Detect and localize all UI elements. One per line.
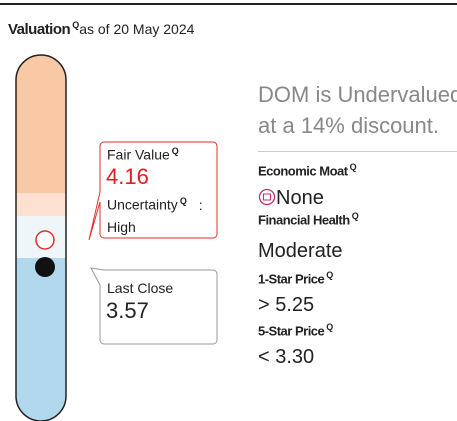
divider <box>258 151 457 152</box>
q-icon: Q <box>349 162 357 172</box>
q-icon: Q <box>72 20 80 30</box>
value: 5.25 <box>275 294 315 316</box>
callouts <box>88 141 218 345</box>
header: Valuation Qas of 20 May 2024 <box>8 20 194 38</box>
metric-value: None <box>258 187 324 210</box>
fair-value-label: Fair Value Q <box>107 146 179 163</box>
uncertainty-label: Uncertainty Q : <box>107 196 203 213</box>
metric-label: 1-Star Price Q <box>258 270 333 286</box>
last-close-box <box>90 267 218 345</box>
fair-value: 4.16 <box>106 164 149 189</box>
metric-value: > 5.25 <box>258 294 314 317</box>
fair-value-box <box>88 141 218 241</box>
as-of: as of 20 May 2024 <box>79 21 195 37</box>
summary-2: at a 14% discount. <box>258 113 440 138</box>
label: Fair Value <box>107 146 170 163</box>
metric-value: < 3.30 <box>258 346 314 369</box>
metric-value: Moderate <box>258 240 343 262</box>
value: None <box>276 187 324 209</box>
label: 5-Star Price <box>258 323 325 339</box>
bar-outline <box>15 54 67 421</box>
top-rule <box>0 3 457 5</box>
q-icon: Q <box>179 196 187 206</box>
metric-label: 5-Star Price Q <box>258 322 333 338</box>
band-overvalued <box>16 55 66 193</box>
q-icon: Q <box>171 146 179 156</box>
metric-label: Financial Health Q <box>258 211 359 228</box>
symbol: < <box>258 346 270 368</box>
label: Uncertainty <box>107 196 178 213</box>
band-undervalued <box>16 258 66 421</box>
q-icon: Q <box>326 322 333 332</box>
q-icon: Q <box>351 211 359 221</box>
moat-icon <box>258 188 276 206</box>
symbol: > <box>258 294 270 316</box>
title: Valuation <box>8 21 71 38</box>
summary-1: DOM is Undervalued <box>258 82 457 107</box>
q-icon: Q <box>326 270 333 280</box>
label: Financial Health <box>258 212 350 228</box>
uncertainty: High <box>107 219 136 235</box>
metric-label: Economic Moat Q <box>258 162 357 179</box>
value: 3.30 <box>275 346 315 368</box>
band-fair-high <box>16 193 66 216</box>
fair-value-marker <box>35 230 55 250</box>
separator: : <box>198 196 203 213</box>
valuation-bar <box>15 54 67 421</box>
last-close: 3.57 <box>106 298 149 323</box>
label: Economic Moat <box>258 163 348 179</box>
last-close-marker <box>35 257 55 277</box>
label: 1-Star Price <box>258 271 325 287</box>
last-close-label: Last Close <box>107 280 174 296</box>
